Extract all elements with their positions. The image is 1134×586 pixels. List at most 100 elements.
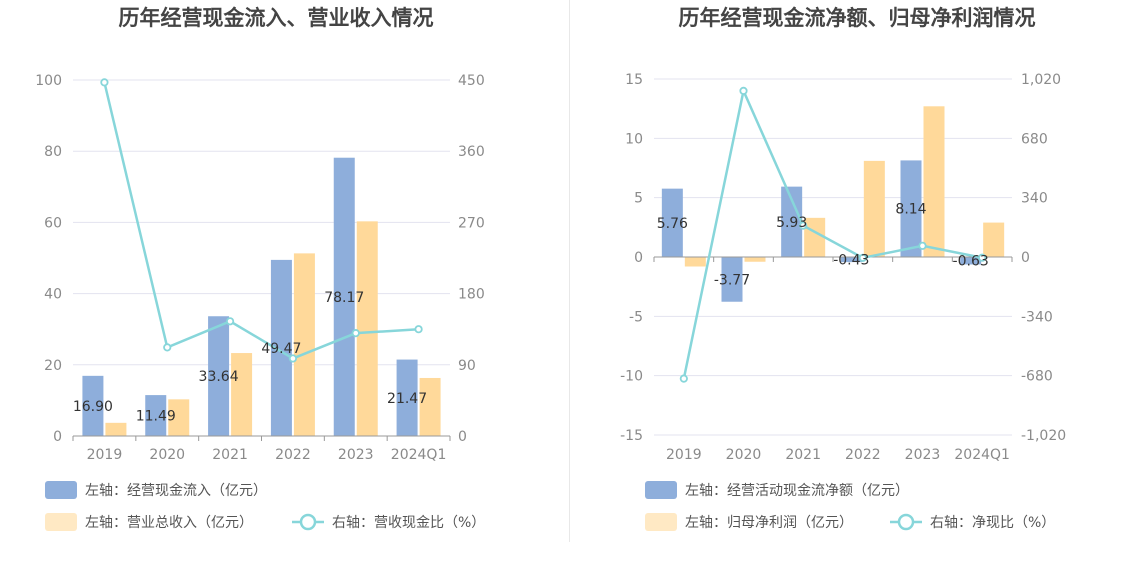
- chart1-x-label: 2020: [149, 447, 185, 463]
- chart1-data-label: 33.64: [199, 369, 239, 385]
- chart2-left-tick: -10: [620, 369, 643, 385]
- chart1-data-label: 21.47: [387, 391, 427, 407]
- chart2-bar-s1: [840, 257, 862, 263]
- chart1-title: 历年经营现金流入、营业收入情况: [119, 6, 434, 30]
- chart1-legend-label-line: 右轴：营收现金比（%）: [332, 515, 485, 531]
- chart2-bar-s2: [863, 160, 885, 257]
- chart1-line-series: [103, 82, 419, 360]
- chart1-right-tick: 270: [458, 215, 485, 231]
- chart2-line-point: [799, 221, 808, 230]
- chart1-left-tick: 60: [44, 215, 62, 231]
- chart2-title: 历年经营现金流净额、归母净利润情况: [679, 6, 1036, 30]
- chart1-left-tick: 100: [35, 73, 62, 89]
- chart1-bar-s1: [270, 259, 292, 436]
- chart1-line-point: [225, 317, 235, 326]
- chart1-line-point: [163, 343, 172, 352]
- chart2-x-label: 2021: [785, 447, 821, 463]
- chart-net-cash-profit: 历年经营现金流净额、归母净利润情况 -15 -10 -5 0 5 10 15 -1,020 -6…: [570, 0, 1134, 582]
- chart2-data-label: 5.93: [776, 215, 807, 231]
- chart1-legend-label-s2: 左轴：营业总收入（亿元）: [85, 515, 253, 531]
- chart1-data-label: 11.49: [136, 409, 176, 425]
- chart2-bar-s2: [804, 217, 826, 257]
- chart1-x-label: 2021: [212, 447, 248, 463]
- chart2-legend-swatch-s1: [645, 481, 677, 499]
- chart1-bar-s2: [105, 422, 127, 436]
- chart2-right-tick: -1,020: [1021, 428, 1066, 444]
- chart2-left-tick: 0: [634, 250, 643, 266]
- chart2-bar-s2: [744, 257, 766, 262]
- chart2-left-tick: 5: [634, 191, 643, 207]
- chart1-line-point: [288, 354, 298, 363]
- chart2-bar-s1: [960, 257, 982, 265]
- chart2-legend-label-s2: 左轴：归母净利润（亿元）: [685, 514, 853, 531]
- chart2-bar-s1: [661, 188, 683, 257]
- chart1-right-tick: 450: [458, 73, 485, 89]
- chart2-right-tick: 1,020: [1021, 72, 1061, 88]
- chart2-right-tick: -680: [1021, 369, 1053, 385]
- chart-divider: [569, 0, 570, 542]
- chart1-bar-s2: [293, 253, 315, 436]
- chart1-left-tick: 40: [44, 287, 62, 303]
- chart1-bar-s1: [333, 157, 355, 437]
- chart2-right-tick: -340: [1021, 309, 1053, 325]
- chart1-bar-s2: [168, 399, 190, 436]
- chart1-bar-s1: [396, 359, 418, 436]
- chart2-data-label: -0.63: [953, 254, 989, 270]
- chart2-svg: 历年经营现金流净额、归母净利润情况 -15 -10 -5 0 5 10 15 -1,020 -6…: [620, 6, 1066, 531]
- chart2-line-point: [978, 253, 987, 262]
- chart2-x-label: 2020: [726, 447, 762, 463]
- chart2-line-point: [679, 374, 688, 383]
- chart2-bar-s2: [684, 257, 706, 267]
- chart2-data-label: -3.77: [714, 272, 750, 288]
- chart2-bar-s1: [781, 186, 803, 257]
- chart1-data-label: 78.17: [324, 290, 364, 306]
- chart1-bar-s2: [356, 221, 378, 436]
- chart2-data-label: -0.43: [833, 253, 869, 269]
- chart1-data-label: 49.47: [261, 341, 301, 357]
- chart1-x-label: 2024Q1: [391, 447, 447, 463]
- chart2-x-label: 2022: [845, 447, 881, 463]
- chart2-line-point: [858, 253, 867, 262]
- chart1-right-tick: 180: [458, 287, 485, 303]
- chart1-x-label: 2022: [275, 447, 311, 463]
- chart2-legend-swatch-s2: [645, 513, 677, 531]
- chart1-legend-line-marker: [299, 513, 317, 531]
- chart2-left-tick: -15: [620, 428, 643, 444]
- chart-cash-inflow-revenue: 历年经营现金流入、营业收入情况 0 20 40 60 80 100 0 90 180 270 360…: [0, 0, 565, 582]
- chart2-right-tick: 680: [1021, 131, 1048, 147]
- chart2-right-tick: 0: [1021, 250, 1030, 266]
- chart1-x-label: 2019: [87, 447, 123, 463]
- chart2-left-tick: 10: [625, 131, 643, 147]
- chart1-svg: 历年经营现金流入、营业收入情况 0 20 40 60 80 100 0 90 180 270 360…: [35, 6, 485, 531]
- chart2-bar-s2: [983, 222, 1005, 257]
- chart1-right-tick: 90: [458, 358, 476, 374]
- chart2-bar-s2: [923, 106, 945, 257]
- chart2-legend-line-marker: [897, 513, 915, 531]
- chart1-bar-s2: [231, 353, 253, 436]
- chart2-legend-label-line: 右轴：净现比（%）: [930, 515, 1055, 531]
- chart2-left-tick: -5: [629, 309, 643, 325]
- chart2-line-point: [739, 86, 748, 95]
- chart2-left-tick: 15: [625, 72, 643, 88]
- chart2-x-label: 2023: [905, 447, 941, 463]
- chart2-bar-s1: [900, 160, 922, 257]
- chart1-bar-s1: [82, 375, 104, 436]
- chart1-bar-s2: [419, 377, 441, 436]
- chart2-right-tick: 340: [1021, 191, 1048, 207]
- chart1-x-label: 2023: [338, 447, 374, 463]
- chart1-line-point: [414, 325, 423, 334]
- chart2-bar-s1: [721, 257, 743, 302]
- chart1-data-label: 16.90: [73, 399, 113, 415]
- chart1-line-point: [100, 78, 109, 87]
- chart1-bar-s1: [208, 316, 230, 436]
- chart2-x-label: 2019: [666, 447, 702, 463]
- chart2-x-label: 2024Q1: [954, 447, 1010, 463]
- chart2-line-point: [918, 241, 927, 250]
- chart1-line-point: [351, 329, 360, 338]
- chart1-right-tick: 360: [458, 144, 485, 160]
- chart1-left-tick: 80: [44, 144, 62, 160]
- chart1-left-tick: 0: [53, 429, 62, 445]
- chart2-data-label: 5.76: [657, 216, 688, 232]
- chart1-right-tick: 0: [458, 429, 467, 445]
- chart1-left-tick: 20: [44, 358, 62, 374]
